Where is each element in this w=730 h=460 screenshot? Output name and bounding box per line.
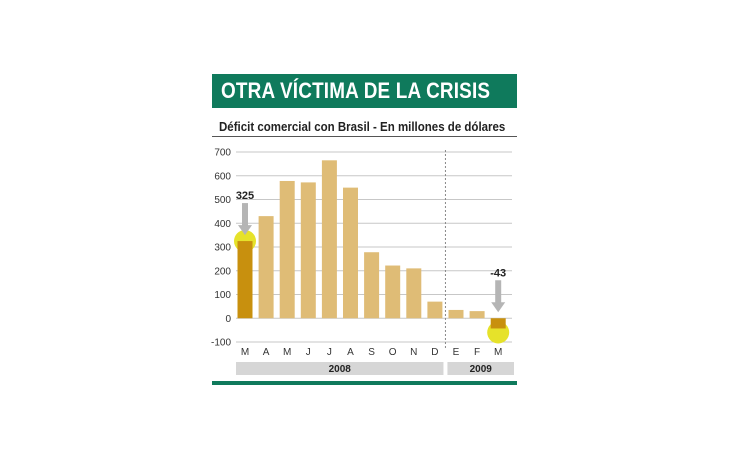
year-band — [236, 362, 444, 375]
data-label: 325 — [236, 190, 254, 202]
x-tick-label: J — [306, 347, 311, 358]
bottom-divider — [212, 381, 517, 385]
y-tick-label: 700 — [214, 148, 231, 159]
bar — [364, 252, 380, 319]
bar — [469, 311, 485, 319]
y-tick-label: 600 — [214, 171, 231, 182]
x-tick-label: M — [283, 347, 291, 358]
y-tick-label: 300 — [214, 243, 231, 254]
y-tick-label: 200 — [214, 266, 231, 277]
bar — [321, 160, 337, 319]
year-label: 2009 — [470, 364, 493, 375]
x-tick-label: S — [368, 347, 375, 358]
x-tick-label: J — [327, 347, 332, 358]
subtitle-divider — [212, 136, 517, 137]
y-tick-label: 400 — [214, 219, 231, 230]
bar — [258, 216, 274, 319]
annotation-arrowhead — [491, 302, 506, 313]
annotation-arrow — [242, 203, 248, 228]
x-tick-label: A — [263, 347, 270, 358]
title-banner: OTRA VÍCTIMA DE LA CRISIS — [212, 74, 517, 108]
bar — [300, 182, 316, 319]
x-tick-label: M — [494, 347, 502, 358]
x-tick-label: F — [474, 347, 480, 358]
chart-title: OTRA VÍCTIMA DE LA CRISIS — [221, 78, 491, 103]
x-tick-label: D — [431, 347, 438, 358]
y-tick-label: 500 — [214, 195, 231, 206]
x-tick-label: E — [453, 347, 460, 358]
x-tick-label: N — [410, 347, 417, 358]
year-band — [447, 362, 514, 375]
bar — [406, 268, 422, 319]
y-tick-label: 0 — [225, 314, 231, 325]
year-label: 2008 — [329, 364, 352, 375]
annotation-arrowhead — [238, 225, 252, 236]
annotation-arrow — [495, 280, 502, 305]
bar — [237, 241, 253, 319]
bar — [448, 309, 464, 319]
bar — [427, 301, 443, 319]
y-tick-label: -100 — [211, 338, 231, 349]
bar — [343, 187, 358, 319]
x-tick-label: O — [389, 347, 397, 358]
x-tick-label: M — [241, 347, 249, 358]
y-tick-label: 100 — [214, 290, 231, 301]
data-label: -43 — [490, 267, 506, 279]
chart-subtitle: Déficit comercial con Brasil - En millon… — [219, 120, 506, 134]
bar — [490, 318, 506, 329]
x-tick-label: A — [347, 347, 354, 358]
bar — [279, 180, 295, 319]
bar — [385, 265, 401, 319]
